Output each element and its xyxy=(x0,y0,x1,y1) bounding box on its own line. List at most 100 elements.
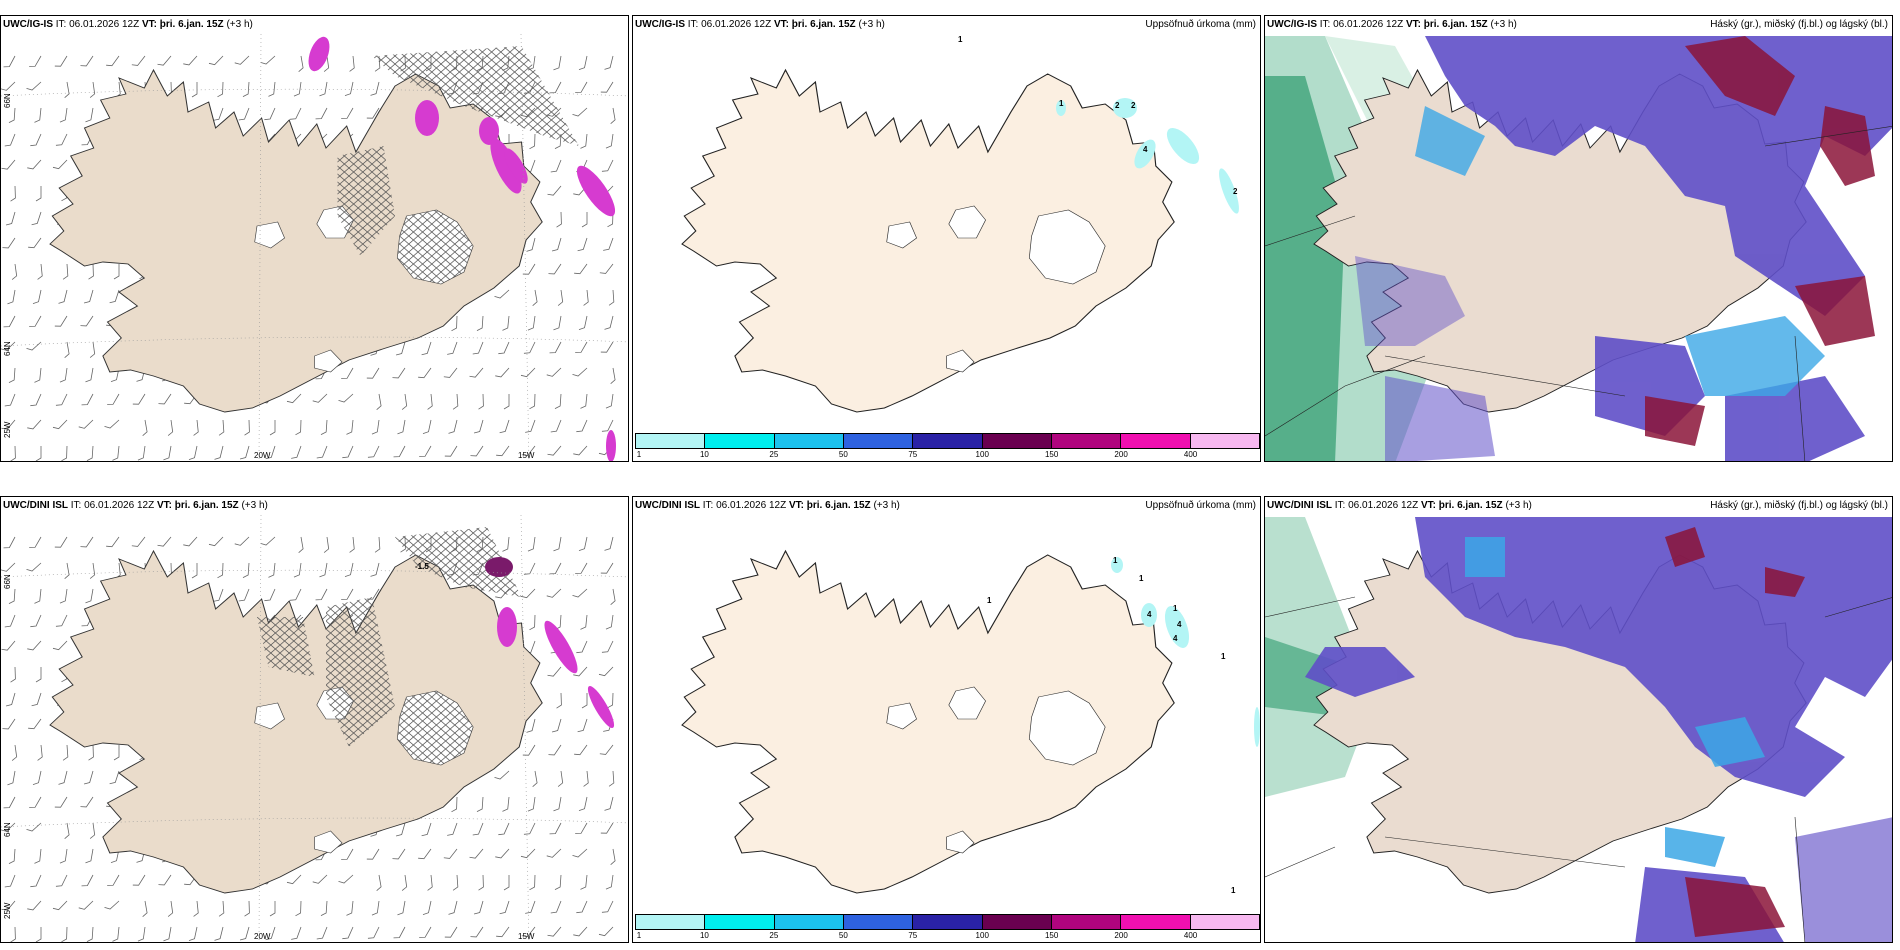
contour-label: 4 xyxy=(1173,634,1178,643)
legend-colorbar xyxy=(635,914,1260,930)
wind-barb xyxy=(182,52,198,68)
wind-barb xyxy=(575,898,588,916)
panel-header: UWC/IG-IS IT: 06.01.2026 12Z VT: þri. 6.… xyxy=(633,16,1260,34)
wind-barb xyxy=(602,235,614,253)
legend-tick-label: 400 xyxy=(1183,931,1198,940)
wind-barb xyxy=(321,536,330,553)
wind-barb xyxy=(572,363,588,379)
forecast-offset: (+3 h) xyxy=(1490,19,1517,30)
wind-barb xyxy=(572,442,588,458)
wind-barb xyxy=(470,442,484,459)
wind-barb xyxy=(188,444,198,461)
precip-hatch xyxy=(372,46,579,146)
wind-barb xyxy=(473,418,484,435)
wind-barb xyxy=(316,924,328,942)
wind-barb xyxy=(8,367,16,384)
wind-barb xyxy=(547,182,562,198)
wind-barb xyxy=(366,364,380,382)
wind-barb xyxy=(600,338,614,356)
legend-bin xyxy=(1190,915,1259,929)
wind-barb xyxy=(165,900,174,917)
wind-barb xyxy=(87,341,96,358)
wind-barb xyxy=(444,923,458,941)
map-title: Háský (gr.), miðský (fj.bl.) og lágský (… xyxy=(1710,500,1888,511)
lon-label: 15W xyxy=(518,451,535,460)
wind-barb xyxy=(54,52,68,70)
wind-barb xyxy=(469,364,484,380)
wind-barb xyxy=(26,818,42,834)
wind-barb xyxy=(547,663,562,679)
wind-barb xyxy=(446,339,458,357)
legend-bin xyxy=(982,915,1052,929)
contour-label: 1 xyxy=(1173,604,1178,613)
wind-barb xyxy=(157,533,172,549)
wind-barb xyxy=(29,612,42,630)
wind-barb xyxy=(577,236,588,253)
wind-barb xyxy=(3,313,16,330)
wind-barb xyxy=(604,795,614,812)
wind-barb xyxy=(61,445,68,461)
wind-barb xyxy=(607,367,617,385)
wind-barb xyxy=(446,820,458,838)
wind-barb xyxy=(549,820,562,837)
wind-barb xyxy=(234,533,250,548)
precip-map-panel-bottom: UWC/DINI ISL IT: 06.01.2026 12Z VT: þri.… xyxy=(632,496,1261,943)
vt-value: þri. 6.jan. 15Z xyxy=(159,19,224,30)
wind-barb xyxy=(295,900,302,917)
wind-barb xyxy=(341,443,354,461)
wind-barb xyxy=(55,131,68,148)
wind-barb xyxy=(605,613,614,631)
wind-barb xyxy=(35,445,42,461)
wind-barb xyxy=(425,874,433,891)
wind-barb xyxy=(269,900,276,917)
it-label: IT: xyxy=(70,500,82,511)
legend-tick-label: 10 xyxy=(699,931,709,940)
wind-barb xyxy=(214,925,224,942)
wind-barb xyxy=(397,899,406,917)
wind-barb xyxy=(549,79,562,96)
wind-barb xyxy=(555,770,564,787)
wind-barb xyxy=(290,443,302,461)
wind-barb xyxy=(575,638,588,656)
wind-barb xyxy=(574,820,588,837)
precip-cells xyxy=(485,557,615,728)
wind-barb xyxy=(34,588,42,605)
vt-label: VT: xyxy=(156,500,172,511)
wind-barb xyxy=(35,744,43,761)
wind-barb xyxy=(473,899,484,916)
wind-barb xyxy=(397,418,406,436)
it-value: 06.01.2026 12Z xyxy=(1348,500,1419,511)
wind-barb xyxy=(80,533,94,550)
wind-barb xyxy=(580,874,588,891)
wind-barb xyxy=(80,52,94,69)
wind-barb xyxy=(523,820,536,837)
legend-tick-label: 100 xyxy=(975,931,989,940)
wind-barb xyxy=(109,769,120,786)
legend-tick-label: 75 xyxy=(908,931,918,940)
wind-barb xyxy=(212,586,224,604)
wind-barb xyxy=(58,288,68,305)
vt-label: VT: xyxy=(1420,500,1436,511)
wind-barb xyxy=(443,364,458,381)
it-label: IT: xyxy=(687,19,699,30)
wind-barb xyxy=(373,536,381,553)
wind-barb xyxy=(367,443,380,460)
legend-tick-label: 150 xyxy=(1044,450,1059,459)
wind-barb xyxy=(61,81,71,99)
wind-barb xyxy=(477,393,484,410)
legend-bin xyxy=(1121,434,1191,448)
cloud-map-panel-bottom: UWC/DINI ISL IT: 06.01.2026 12Z VT: þri.… xyxy=(1264,496,1893,943)
wind-barb xyxy=(55,391,68,408)
contour-label: 1 xyxy=(1059,99,1064,108)
wind-barb xyxy=(217,900,225,917)
wind-barb xyxy=(346,900,354,917)
wind-barb xyxy=(417,364,432,381)
wind-barb xyxy=(286,871,302,887)
wind-barb xyxy=(139,900,149,918)
wind-barb xyxy=(87,562,96,579)
wind-barb xyxy=(319,561,328,579)
wind-barb xyxy=(217,562,224,579)
wind-barb xyxy=(444,442,458,460)
wind-barb xyxy=(553,54,562,72)
lat-label: 64N xyxy=(3,341,12,356)
